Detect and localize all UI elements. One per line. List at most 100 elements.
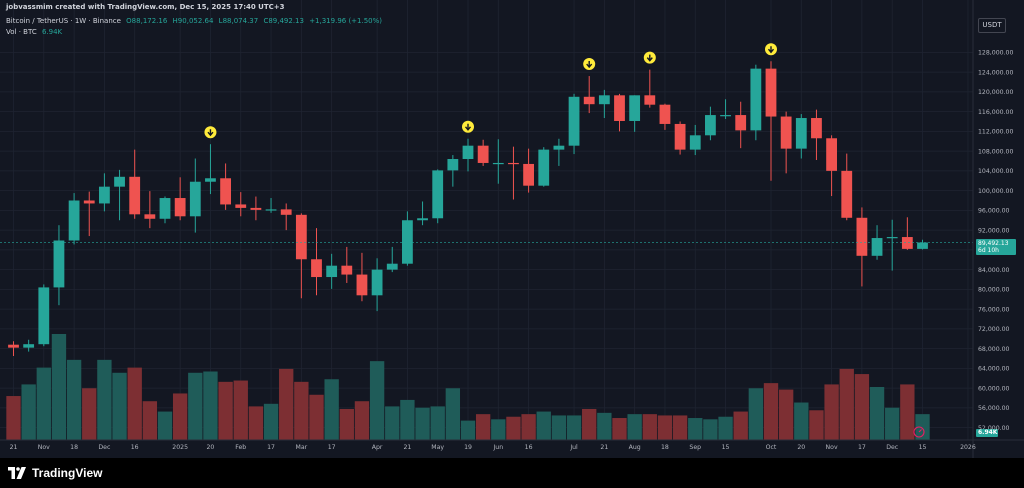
time-tick-label: 21 — [403, 444, 411, 451]
volume-bar — [854, 374, 870, 440]
candle-body — [553, 145, 565, 150]
price-axis[interactable]: 52,000.00 56,000.00 60,000.00 64,000.00 68,0… — [978, 50, 1013, 432]
time-tick-label: 16 — [525, 444, 533, 451]
currency-button[interactable]: USDT — [978, 18, 1006, 33]
volume-bar — [597, 412, 612, 440]
volume-value-badge: 6.94K — [976, 429, 998, 437]
candle-body — [750, 68, 762, 131]
volume-bar — [839, 368, 854, 440]
time-tick-label: 18 — [661, 444, 669, 451]
volume-bar — [809, 410, 824, 440]
candle-body — [705, 115, 716, 136]
time-tick-label: Nov — [826, 444, 838, 451]
volume-bar — [385, 406, 400, 440]
time-tick-label: 20 — [797, 444, 805, 451]
time-tick-label: Jun — [492, 444, 503, 451]
volume-bar — [794, 402, 809, 440]
volume-bar — [718, 416, 733, 440]
candle-body — [477, 145, 489, 163]
candle-body — [447, 159, 459, 171]
price-tick-label: 100,000.00 — [978, 188, 1013, 195]
volume-bar — [491, 419, 506, 440]
top-markers — [204, 43, 777, 139]
candle-body — [386, 263, 398, 270]
time-tick-label: Apr — [372, 444, 383, 451]
ohlc-close: C89,492.13 — [263, 17, 304, 25]
time-tick-label: 2025 — [172, 444, 188, 451]
candle-body — [159, 198, 171, 219]
volume-bar — [127, 367, 142, 440]
volume-bar — [248, 406, 264, 440]
price-tick-label: 64,000.00 — [978, 366, 1010, 373]
price-tick-label: 112,000.00 — [978, 129, 1013, 136]
candle-body — [417, 218, 428, 221]
candle-body — [8, 344, 19, 348]
volume-bar — [824, 384, 839, 440]
candle-body — [492, 162, 504, 165]
price-tick-label: 68,000.00 — [978, 346, 1010, 353]
volume-bar — [551, 415, 567, 440]
candle-body — [235, 204, 247, 208]
candlesticks[interactable] — [8, 61, 928, 357]
volume-bar — [369, 361, 385, 440]
ohlc-high: H90,052.64 — [172, 17, 214, 25]
price-tick-label: 56,000.00 — [978, 405, 1010, 412]
candle-body — [462, 145, 474, 160]
replay-clock-icon[interactable] — [913, 426, 925, 438]
tradingview-logo-text: TradingView — [32, 466, 103, 480]
volume-indicator-title[interactable]: Vol · BTC — [6, 28, 37, 36]
time-axis[interactable]: 21 Nov 18 Dec 16 2025 20 Feb 17 Mar 17 Apr 21 May 19 Ju… — [10, 444, 976, 451]
volume-bar — [915, 414, 930, 440]
volume-bar — [778, 389, 794, 440]
time-tick-label: Jul — [569, 444, 578, 451]
volume-bar — [6, 396, 21, 440]
volume-bar — [703, 419, 718, 440]
ohlc-change: +1,319.96 (+1.50%) — [309, 17, 383, 25]
time-tick-label: 15 — [722, 444, 730, 451]
last-price-value: 89,492.13 — [978, 239, 1009, 247]
candle-body — [871, 238, 883, 256]
volume-bar — [885, 407, 900, 440]
volume-bar — [627, 414, 642, 440]
candle-body — [735, 115, 747, 131]
volume-bar — [748, 388, 764, 440]
symbol-title[interactable]: Bitcoin / TetherUS · 1W · Binance — [6, 17, 121, 25]
volume-bar — [688, 418, 703, 440]
candle-body — [189, 181, 201, 217]
price-tick-label: 120,000.00 — [978, 89, 1013, 96]
last-price-label: 89,492.13 6d 10h — [976, 238, 1016, 255]
time-tick-label: 2026 — [960, 444, 976, 451]
candle-body — [402, 220, 413, 264]
candle-body — [280, 209, 292, 215]
tradingview-logo[interactable]: TradingView — [8, 464, 102, 482]
down-arrow-glyph — [767, 46, 775, 54]
candle-body — [83, 200, 95, 204]
volume-bar — [324, 379, 339, 440]
time-tick-label: 17 — [267, 444, 275, 451]
time-tick-label: May — [431, 444, 444, 451]
volume-bar — [672, 415, 688, 440]
candle-body — [144, 214, 156, 219]
volume-bar — [506, 416, 521, 440]
volume-bar — [82, 388, 97, 440]
candle-body — [780, 116, 792, 149]
candle-body — [356, 274, 368, 296]
volume-bar — [582, 408, 597, 440]
candle-body — [23, 344, 35, 348]
volume-bar — [475, 414, 491, 440]
candle-body — [265, 209, 277, 211]
candle-body — [901, 237, 913, 249]
time-tick-label: Sep — [689, 444, 701, 451]
volume-bar — [657, 415, 673, 440]
candle-body — [720, 115, 731, 117]
candle-body — [250, 207, 262, 210]
candle-body — [614, 95, 625, 121]
volume-bar — [415, 407, 430, 440]
volume-bar — [733, 411, 748, 440]
volume-bar — [263, 403, 279, 440]
volume-bars — [6, 334, 930, 440]
candle-body — [917, 242, 928, 249]
candle-body — [856, 217, 868, 256]
candle-body — [689, 135, 701, 150]
